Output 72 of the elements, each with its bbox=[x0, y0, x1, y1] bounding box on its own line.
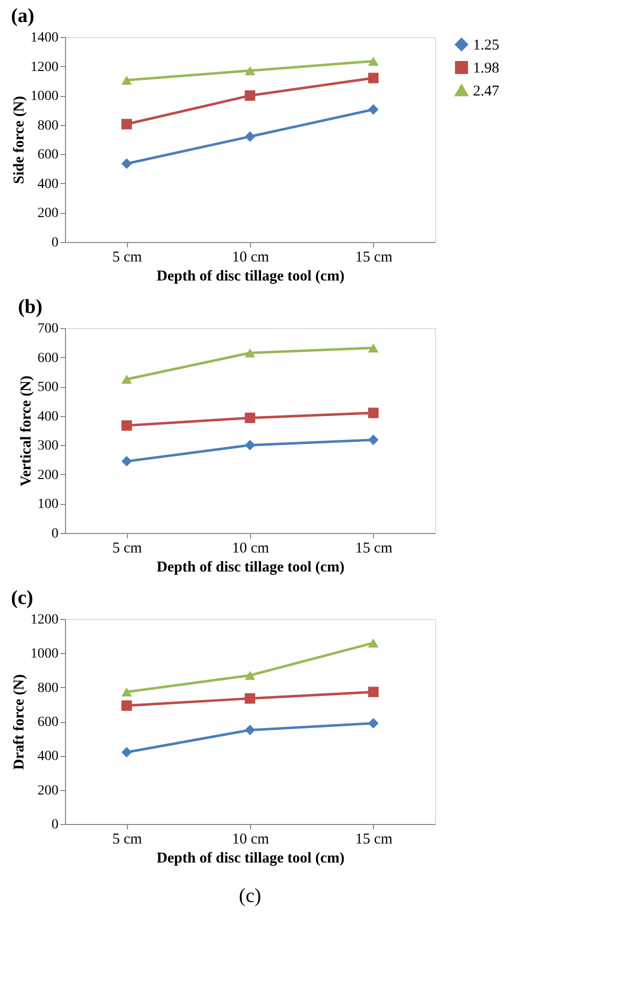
y-tick-label: 400 bbox=[38, 749, 58, 764]
point bbox=[244, 670, 256, 680]
x-tick-label: 5 cm bbox=[112, 540, 142, 556]
y-tick-label: 0 bbox=[52, 818, 58, 832]
point bbox=[244, 348, 256, 358]
y-tick-label: 700 bbox=[38, 322, 58, 336]
y-tick-label: 500 bbox=[38, 380, 58, 396]
y-tick-label: 600 bbox=[38, 715, 58, 730]
chart-title: (b) bbox=[18, 296, 42, 318]
x-tick-label: 5 cm bbox=[112, 250, 142, 266]
point bbox=[121, 374, 132, 384]
y-tick-label: 600 bbox=[38, 148, 58, 163]
point bbox=[244, 693, 256, 704]
x-axis-title: Depth of disc tillage tool (cm) bbox=[156, 268, 344, 284]
point bbox=[368, 408, 379, 418]
point bbox=[121, 700, 132, 711]
point bbox=[244, 66, 256, 76]
point bbox=[368, 104, 379, 115]
y-tick-label: 400 bbox=[38, 409, 58, 424]
y-tick-label: 400 bbox=[38, 176, 58, 192]
y-tick-label: 200 bbox=[38, 783, 58, 798]
x-tick-label: 10 cm bbox=[232, 832, 270, 848]
text: (c) bbox=[238, 885, 262, 907]
point bbox=[121, 420, 132, 431]
point bbox=[368, 686, 379, 698]
y-tick-label: 800 bbox=[38, 680, 58, 696]
point bbox=[121, 747, 132, 758]
x-tick-label: 5 cm bbox=[112, 832, 142, 848]
y-tick-label: 100 bbox=[38, 497, 58, 512]
y-tick-label: 1200 bbox=[30, 612, 58, 628]
legend-label: 2.47 bbox=[473, 84, 500, 100]
x-tick-label: 10 cm bbox=[232, 250, 270, 266]
chart-title: (a) bbox=[11, 5, 34, 27]
point bbox=[121, 687, 132, 696]
point bbox=[244, 131, 256, 142]
x-tick-label: 15 cm bbox=[355, 250, 393, 266]
point bbox=[121, 76, 132, 85]
y-tick-label: 1200 bbox=[30, 60, 58, 75]
point bbox=[368, 638, 379, 648]
point bbox=[244, 412, 256, 424]
y-axis-title: Side force (N) bbox=[12, 96, 28, 184]
legend-label: 1.98 bbox=[473, 60, 500, 76]
point bbox=[368, 434, 379, 446]
point bbox=[368, 72, 379, 84]
y-tick-label: 200 bbox=[38, 206, 58, 222]
point bbox=[368, 56, 379, 66]
chart-title: (c) bbox=[11, 587, 34, 609]
y-tick-label: 600 bbox=[38, 350, 58, 366]
point bbox=[244, 440, 256, 450]
y-tick-label: 1000 bbox=[30, 89, 58, 104]
y-tick-label: 0 bbox=[52, 526, 58, 542]
y-tick-label: 300 bbox=[38, 438, 58, 454]
point bbox=[244, 90, 256, 101]
point bbox=[368, 343, 379, 352]
x-axis-title: Depth of disc tillage tool (cm) bbox=[156, 850, 344, 866]
x-tick-label: 10 cm bbox=[232, 540, 270, 556]
x-axis-title: Depth of disc tillage tool (cm) bbox=[156, 560, 344, 576]
y-tick-label: 1000 bbox=[30, 646, 58, 662]
y-axis-title: Vertical force (N) bbox=[18, 376, 34, 486]
y-tick-label: 800 bbox=[38, 118, 58, 134]
y-tick-label: 1400 bbox=[30, 30, 58, 46]
point bbox=[121, 456, 132, 466]
point bbox=[368, 718, 379, 728]
point bbox=[244, 724, 256, 736]
legend-label: 1.25 bbox=[473, 38, 500, 54]
y-tick-label: 0 bbox=[52, 236, 58, 250]
x-tick-label: 15 cm bbox=[355, 832, 393, 848]
y-tick-label: 200 bbox=[38, 468, 58, 483]
point bbox=[121, 158, 132, 169]
x-tick-label: 15 cm bbox=[355, 540, 393, 556]
y-axis-title: Draft force (N) bbox=[12, 674, 28, 770]
point bbox=[121, 118, 132, 130]
